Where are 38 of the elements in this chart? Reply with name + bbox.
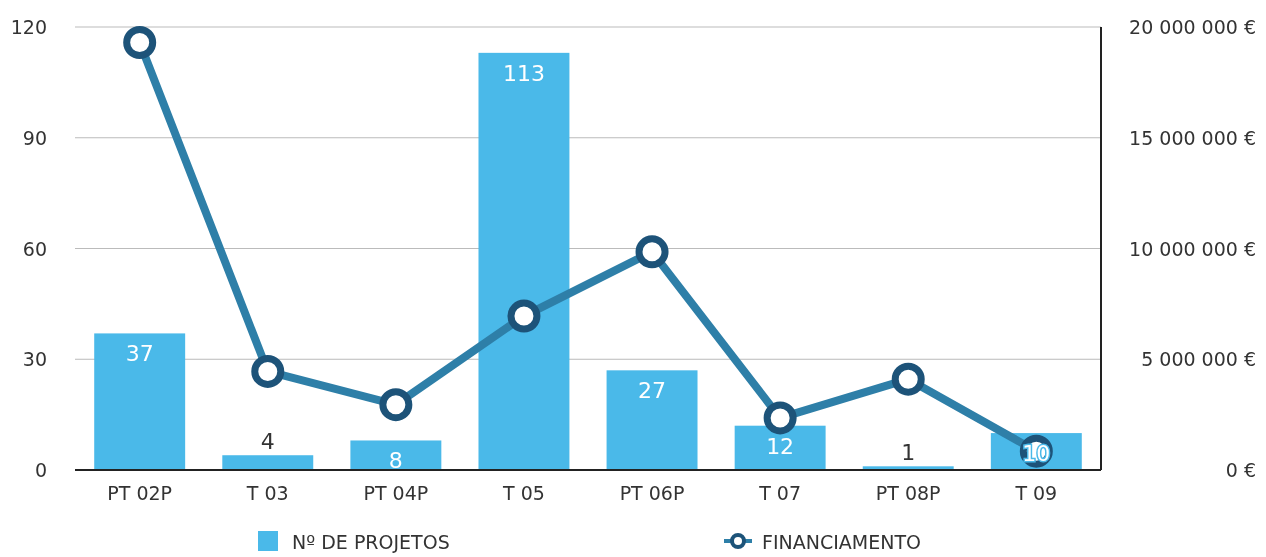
data-label: 8 (388, 448, 403, 474)
y2-tick-label: 5 000 000 € (1141, 348, 1256, 371)
point (763, 401, 797, 435)
y2-tick-label: 10 000 000 € (1129, 237, 1256, 260)
data-label: 113 (502, 60, 545, 86)
point (635, 235, 669, 269)
x-tick-label: T 09 (1014, 482, 1058, 504)
y-tick-label: 30 (22, 348, 47, 371)
y-tick-label: 120 (10, 16, 47, 38)
bar (222, 455, 314, 470)
point (251, 354, 285, 388)
point (379, 388, 413, 422)
data-label: 37 (125, 341, 154, 367)
point (891, 362, 925, 396)
x-tick-label: T 07 (758, 482, 802, 504)
data-label: 27 (638, 378, 667, 404)
x-tick-label: PT 02P (107, 482, 173, 504)
point (123, 26, 157, 60)
data-label: 12 (766, 433, 795, 459)
x-tick-label: PT 08P (875, 482, 941, 504)
x-tick-label: PT 04P (363, 482, 429, 504)
y2-tick-label: 15 000 000 € (1129, 126, 1256, 149)
bar (94, 333, 186, 470)
point (507, 299, 541, 333)
data-label: 1 (901, 440, 916, 466)
bar (478, 52, 570, 470)
legend-label: FINANCIAMENTO (762, 531, 921, 553)
data-label: 4 (260, 429, 275, 455)
y-tick-label: 90 (22, 126, 47, 149)
x-tick-label: T 05 (502, 482, 545, 504)
x-tick-label: PT 06P (619, 482, 685, 504)
y2-tick-label: 0 € (1225, 459, 1256, 481)
x-tick-label: T 03 (245, 482, 289, 504)
bar (606, 370, 698, 470)
y2-tick-label: 20 000 000 € (1129, 16, 1256, 38)
y-tick-label: 60 (22, 237, 47, 260)
y-tick-label: 0 (34, 459, 47, 481)
legend-label: Nº DE PROJETOS (292, 531, 450, 553)
